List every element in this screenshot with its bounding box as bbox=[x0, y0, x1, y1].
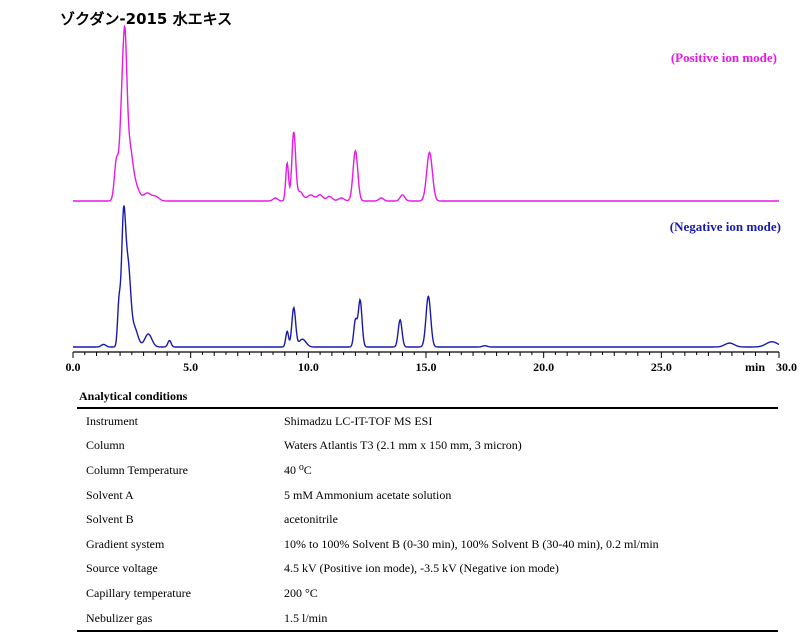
condition-value: 200 °C bbox=[284, 585, 318, 600]
conditions-row: Column Temperature 40 ⁰C bbox=[77, 458, 778, 483]
chart-title: ゾクダン-2015 水エキス bbox=[60, 10, 233, 28]
x-tick-label: 10.0 bbox=[298, 360, 319, 374]
condition-label: Source voltage bbox=[86, 561, 158, 576]
x-tick-label: 0.0 bbox=[66, 360, 81, 374]
condition-value: 10% to 100% Solvent B (0-30 min), 100% S… bbox=[284, 536, 659, 551]
conditions-row: Capillary temperature 200 °C bbox=[77, 581, 778, 606]
condition-value: Waters Atlantis T3 (2.1 mm x 150 mm, 3 m… bbox=[284, 438, 522, 453]
series-line-positive bbox=[73, 24, 779, 202]
x-tick-label: 5.0 bbox=[183, 360, 198, 374]
conditions-row: Solvent A 5 mM Ammonium acetate solution bbox=[77, 483, 778, 508]
conditions-row: Source voltage 4.5 kV (Positive ion mode)… bbox=[77, 557, 778, 582]
x-tick-label: 30.0 bbox=[776, 360, 797, 374]
chromatogram-chart: (Positive ion mode) (Negative ion mode) 0… bbox=[66, 24, 797, 374]
condition-value: 4.5 kV (Positive ion mode), -3.5 kV (Neg… bbox=[284, 561, 559, 576]
conditions-row: Gradient system 10% to 100% Solvent B (0-… bbox=[77, 532, 778, 557]
condition-value: acetonitrile bbox=[284, 512, 338, 527]
conditions-row: Column Waters Atlantis T3 (2.1 mm x 150 m… bbox=[77, 434, 778, 459]
condition-value: 5 mM Ammonium acetate solution bbox=[284, 487, 452, 502]
conditions-row: Solvent B acetonitrile bbox=[77, 507, 778, 532]
condition-label: Column bbox=[86, 438, 125, 453]
condition-label: Capillary temperature bbox=[86, 585, 191, 600]
x-tick-label: 25.0 bbox=[651, 360, 672, 374]
conditions-table: Instrument Shimadzu LC-IT-TOF MS ESI Colum… bbox=[77, 407, 778, 633]
series-line-negative bbox=[73, 205, 780, 348]
condition-label: Solvent B bbox=[86, 512, 134, 527]
condition-label: Instrument bbox=[86, 413, 138, 428]
condition-value: 40 ⁰C bbox=[284, 462, 312, 477]
condition-value: 1.5 l/min bbox=[284, 610, 328, 625]
series-label-positive: (Positive ion mode) bbox=[671, 50, 777, 65]
condition-label: Solvent A bbox=[86, 487, 134, 502]
series-label-negative: (Negative ion mode) bbox=[670, 219, 781, 234]
condition-value: Shimadzu LC-IT-TOF MS ESI bbox=[284, 413, 433, 428]
x-tick-label: 20.0 bbox=[533, 360, 554, 374]
condition-label: Gradient system bbox=[86, 536, 165, 551]
x-tick-label: 15.0 bbox=[416, 360, 437, 374]
condition-label: Nebulizer gas bbox=[86, 610, 153, 625]
conditions-heading: Analytical conditions bbox=[79, 389, 188, 403]
conditions-row: Instrument Shimadzu LC-IT-TOF MS ESI bbox=[77, 408, 778, 434]
condition-label: Column Temperature bbox=[86, 462, 188, 477]
conditions-row: Nebulizer gas 1.5 l/min bbox=[77, 606, 778, 632]
x-axis-unit-label: min bbox=[745, 360, 765, 374]
